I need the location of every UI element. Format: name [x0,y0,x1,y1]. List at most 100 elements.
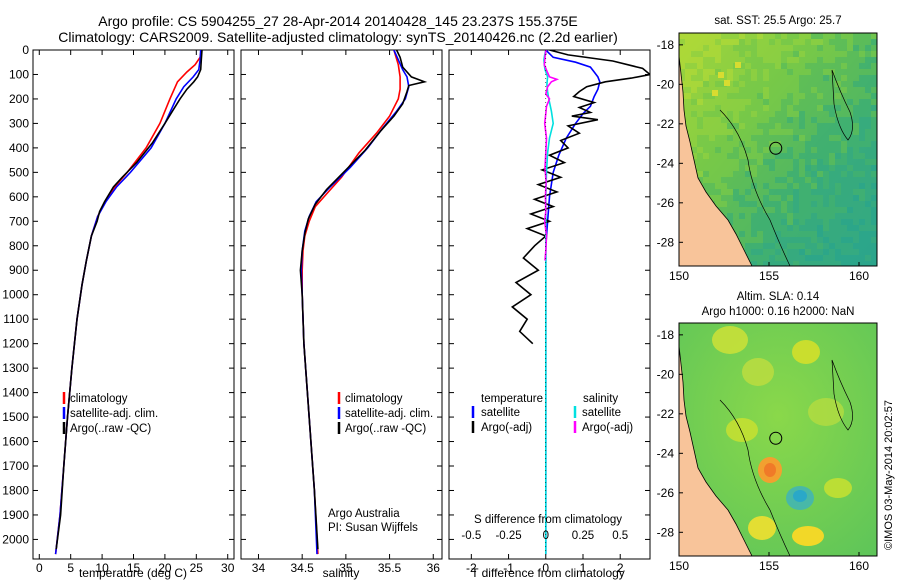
sst-cell [805,201,811,207]
sst-cell [727,39,733,45]
sst-cell [799,261,805,266]
sst-cell [745,51,751,57]
sst-cell [859,177,865,183]
x-tick-label: 34 [252,561,266,575]
y-tick-label: 700 [9,214,29,228]
sst-cell [697,45,703,51]
sst-cell [823,141,829,147]
sst-cell [847,171,853,177]
sst-cell [715,105,721,111]
sst-cell [703,93,709,99]
sst-cell [823,129,829,135]
sst-cell [871,207,877,213]
series-line-argo-raw-qc [55,50,203,550]
sst-cell [829,105,835,111]
sst-cell [841,207,847,213]
sst-cell [835,219,841,225]
x-tick-label: -2 [466,561,477,575]
sst-cell [745,231,751,237]
sst-cell [847,33,853,39]
sst-cell [721,63,727,69]
sst-cell [865,63,871,69]
sst-cell [721,123,727,129]
sst-cell [853,249,859,255]
sst-cell [775,141,781,147]
sst-cell [871,201,877,207]
y-tick-label: 1800 [2,483,29,497]
sst-cell [739,45,745,51]
sst-cell [751,207,757,213]
sst-cell [793,243,799,249]
sst-cell [871,225,877,231]
sst-cell [763,147,769,153]
sst-cell [733,189,739,195]
sst-cell [787,147,793,153]
sst-cell [727,57,733,63]
sst-cell [739,87,745,93]
sst-cell [775,201,781,207]
sst-cell [805,147,811,153]
sst-cell [781,105,787,111]
sst-cell [739,159,745,165]
sst-cell [769,87,775,93]
sst-cell [847,183,853,189]
sst-cell [757,183,763,189]
sst-cell [703,87,709,93]
sst-cell [805,255,811,261]
sst-cell [757,237,763,243]
sst-cell [691,111,697,117]
sst-cell [859,219,865,225]
sst-cell [691,99,697,105]
sst-cell [691,117,697,123]
sst-cell [793,207,799,213]
sst-cell [841,111,847,117]
sst-cell [805,81,811,87]
sst-cell [829,87,835,93]
sst-cell [823,183,829,189]
sst-cell [721,93,727,99]
sst-cell [829,111,835,117]
sst-cell [835,129,841,135]
sst-cell [787,153,793,159]
sst-cell [799,57,805,63]
sst-cell [733,207,739,213]
sst-cell [841,39,847,45]
sst-cell [769,57,775,63]
sst-cell [703,39,709,45]
sst-cell [703,177,709,183]
sst-cell [799,237,805,243]
sst-cell [709,39,715,45]
sst-cell [739,225,745,231]
y-tick-label: 1600 [2,435,29,449]
sst-cell [865,249,871,255]
sst-cell [835,225,841,231]
sst-cell [751,75,757,81]
sst-cell [871,159,877,165]
sst-cell [799,93,805,99]
sst-cell [853,219,859,225]
sst-cell [781,261,787,266]
sst-cell [835,69,841,75]
sst-cell [763,195,769,201]
sst-cell [871,33,877,39]
sst-cell [871,153,877,159]
x-tick-label: -1 [503,561,514,575]
sst-cell [871,111,877,117]
sst-cell [859,171,865,177]
sst-cell [787,63,793,69]
sst-cell [745,99,751,105]
sst-cell [763,87,769,93]
sst-cell [799,147,805,153]
sst-cell [757,57,763,63]
difference-axes: -2 -1 0 1 2 [449,49,650,575]
sst-cell [829,261,835,266]
sst-cell [757,33,763,39]
sst-cell [865,99,871,105]
sst-cell [823,243,829,249]
temperature-panel: 0 5 10 15 20 25 300100200300400500600700800900… [2,43,234,580]
legend-label-argo: Argo(..raw -QC) [70,423,151,435]
sst-cell [829,93,835,99]
sst-cell [709,45,715,51]
y-tick-label: 1700 [2,459,29,473]
sst-cell [787,165,793,171]
